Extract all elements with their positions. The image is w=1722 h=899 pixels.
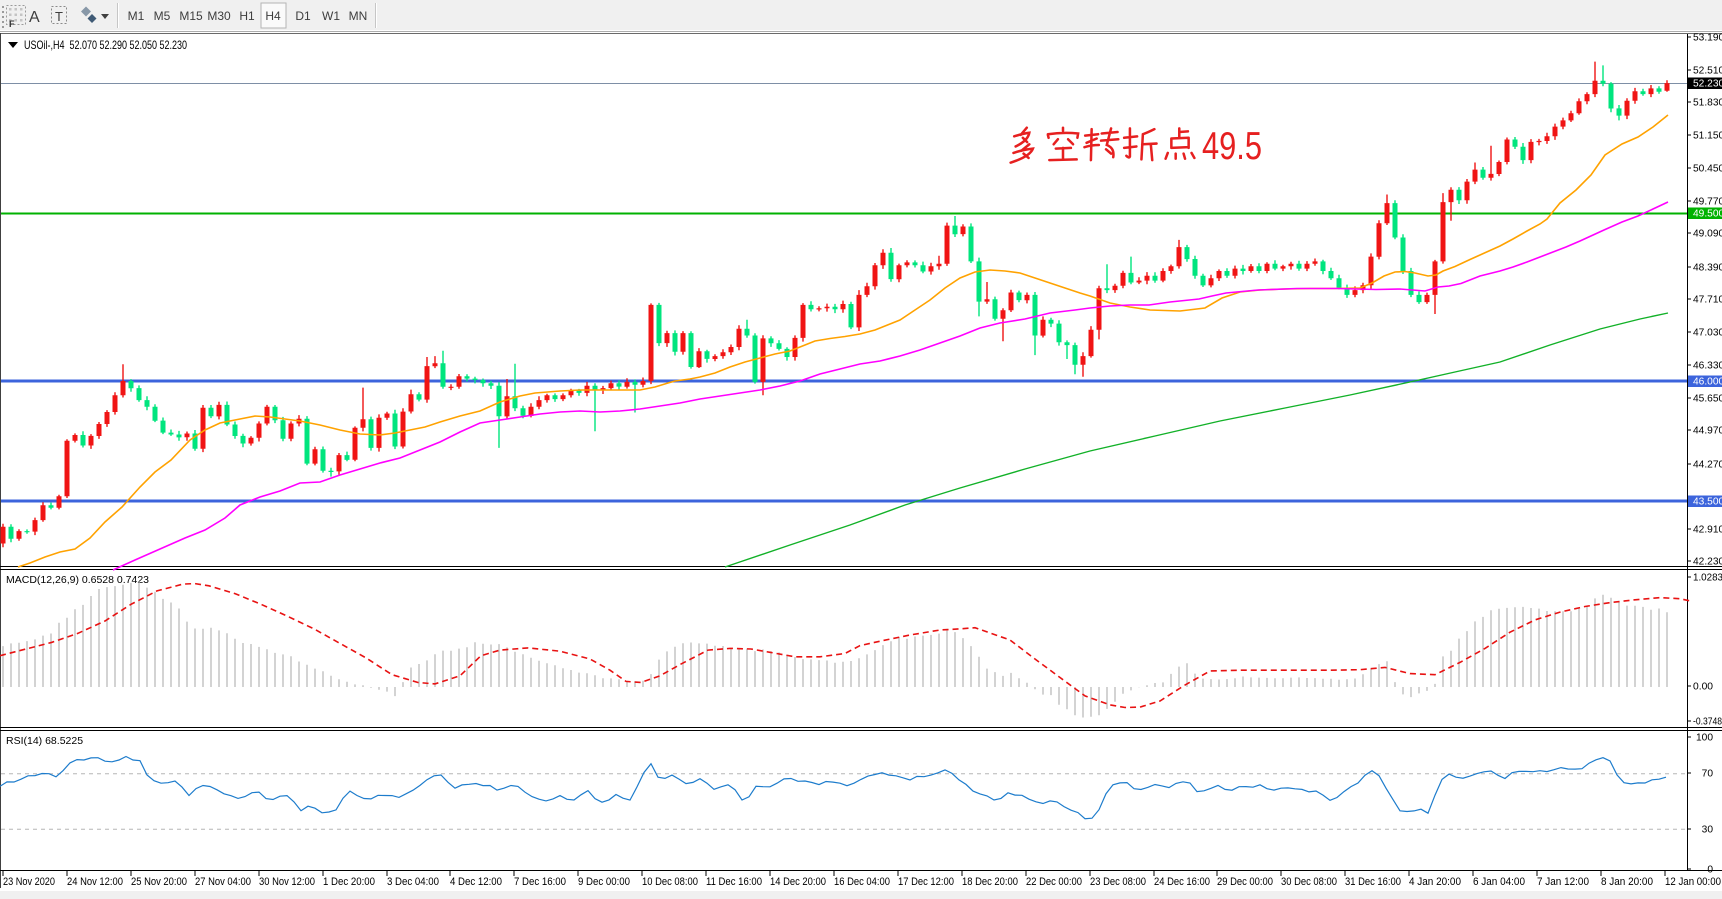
svg-text:F: F — [9, 19, 15, 29]
svg-text:31 Dec 16:00: 31 Dec 16:00 — [1345, 876, 1401, 888]
svg-text:A: A — [29, 9, 40, 26]
svg-text:100: 100 — [1696, 733, 1713, 744]
svg-text:MACD(12,26,9) 0.6528 0.7423: MACD(12,26,9) 0.6528 0.7423 — [6, 574, 149, 586]
svg-text:30 Nov 12:00: 30 Nov 12:00 — [259, 876, 315, 888]
svg-text:22 Dec 00:00: 22 Dec 00:00 — [1026, 876, 1082, 888]
svg-text:H4: H4 — [265, 9, 281, 23]
svg-text:49.500: 49.500 — [1693, 209, 1722, 220]
svg-text:50.450: 50.450 — [1693, 164, 1722, 175]
svg-text:44.270: 44.270 — [1693, 460, 1722, 471]
svg-text:9 Dec 00:00: 9 Dec 00:00 — [578, 876, 630, 888]
svg-text:25 Nov 20:00: 25 Nov 20:00 — [131, 876, 187, 888]
svg-text:42.910: 42.910 — [1693, 525, 1722, 536]
svg-text:8 Jan 20:00: 8 Jan 20:00 — [1601, 876, 1653, 888]
svg-text:29 Dec 00:00: 29 Dec 00:00 — [1217, 876, 1273, 888]
svg-text:70: 70 — [1702, 769, 1714, 780]
svg-text:51.150: 51.150 — [1693, 131, 1722, 142]
svg-text:46.330: 46.330 — [1693, 361, 1722, 372]
svg-text:-0.3748: -0.3748 — [1693, 717, 1722, 728]
svg-text:M15: M15 — [179, 9, 203, 23]
svg-text:14 Dec 20:00: 14 Dec 20:00 — [770, 876, 826, 888]
svg-text:27 Nov 04:00: 27 Nov 04:00 — [195, 876, 251, 888]
svg-text:24 Nov 12:00: 24 Nov 12:00 — [67, 876, 123, 888]
svg-text:11 Dec 16:00: 11 Dec 16:00 — [706, 876, 762, 888]
svg-text:47.030: 47.030 — [1693, 328, 1722, 339]
svg-text:USOil-,H4 52.070 52.290 52.05: USOil-,H4 52.070 52.290 52.050 52.230 — [24, 38, 187, 52]
svg-text:7 Dec 16:00: 7 Dec 16:00 — [514, 876, 566, 888]
svg-text:51.830: 51.830 — [1693, 98, 1722, 109]
svg-text:M1: M1 — [128, 9, 145, 23]
svg-text:M5: M5 — [154, 9, 171, 23]
svg-text:49.770: 49.770 — [1693, 197, 1722, 208]
svg-text:52.510: 52.510 — [1693, 66, 1722, 77]
svg-text:RSI(14) 68.5225: RSI(14) 68.5225 — [6, 735, 83, 747]
svg-text:T: T — [55, 9, 63, 24]
svg-text:42.230: 42.230 — [1693, 557, 1722, 568]
svg-text:4 Jan 20:00: 4 Jan 20:00 — [1409, 876, 1461, 888]
svg-text:12 Jan 00:00: 12 Jan 00:00 — [1665, 876, 1721, 888]
svg-text:17 Dec 12:00: 17 Dec 12:00 — [898, 876, 954, 888]
svg-text:H1: H1 — [239, 9, 255, 23]
svg-text:30: 30 — [1702, 825, 1714, 836]
svg-text:7 Jan 12:00: 7 Jan 12:00 — [1537, 876, 1589, 888]
svg-text:M30: M30 — [207, 9, 231, 23]
svg-text:23 Nov 2020: 23 Nov 2020 — [3, 876, 55, 888]
svg-text:D1: D1 — [295, 9, 311, 23]
svg-text:53.190: 53.190 — [1693, 33, 1722, 44]
svg-text:23 Dec 08:00: 23 Dec 08:00 — [1090, 876, 1146, 888]
svg-text:44.970: 44.970 — [1693, 426, 1722, 437]
svg-text:1 Dec 20:00: 1 Dec 20:00 — [323, 876, 375, 888]
svg-text:49.090: 49.090 — [1693, 229, 1722, 240]
svg-text:49.5: 49.5 — [1202, 125, 1262, 168]
svg-text:52.230: 52.230 — [1693, 79, 1722, 90]
svg-text:3 Dec 04:00: 3 Dec 04:00 — [387, 876, 439, 888]
svg-text:10 Dec 08:00: 10 Dec 08:00 — [642, 876, 698, 888]
svg-text:48.390: 48.390 — [1693, 263, 1722, 274]
svg-text:4 Dec 12:00: 4 Dec 12:00 — [450, 876, 502, 888]
svg-text:24 Dec 16:00: 24 Dec 16:00 — [1154, 876, 1210, 888]
svg-text:18 Dec 20:00: 18 Dec 20:00 — [962, 876, 1018, 888]
svg-text:30 Dec 08:00: 30 Dec 08:00 — [1281, 876, 1337, 888]
svg-text:MN: MN — [349, 9, 368, 23]
svg-text:47.710: 47.710 — [1693, 295, 1722, 306]
svg-text:1.0283: 1.0283 — [1693, 573, 1722, 584]
svg-text:6 Jan 04:00: 6 Jan 04:00 — [1473, 876, 1525, 888]
svg-text:0: 0 — [1707, 865, 1713, 876]
svg-text:0.00: 0.00 — [1693, 682, 1713, 693]
svg-text:46.000: 46.000 — [1693, 377, 1722, 388]
svg-text:16 Dec 04:00: 16 Dec 04:00 — [834, 876, 890, 888]
svg-text:43.500: 43.500 — [1693, 497, 1722, 508]
svg-text:45.650: 45.650 — [1693, 394, 1722, 405]
svg-text:W1: W1 — [322, 9, 340, 23]
